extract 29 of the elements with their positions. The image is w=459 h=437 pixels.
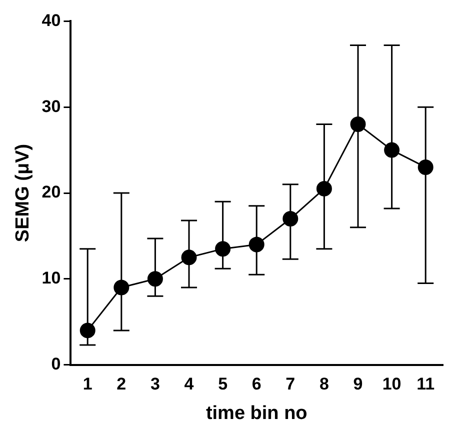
point [282,211,298,227]
point [350,116,366,132]
x-axis-title: time bin no [206,402,308,424]
y-tick-label: 20 [42,182,61,202]
point [114,280,130,296]
x-tick-label: 2 [116,374,126,394]
point [316,180,332,196]
y-tick-label: 10 [42,268,61,288]
point [418,159,434,175]
point [80,322,96,338]
x-tick-label: 5 [218,374,228,394]
x-tick-label: 3 [150,374,160,394]
y-tick-label: 0 [51,354,61,374]
point [147,271,163,287]
y-axis-title: SEMG (μV) [12,144,34,242]
x-tick-label: 6 [252,374,262,394]
point [181,250,197,266]
y-tick-label: 40 [42,10,61,30]
x-tick-label: 7 [286,374,296,394]
x-tick-label: 1 [82,374,92,394]
point [215,241,231,257]
x-tick-label: 10 [382,374,402,394]
y-tick-label: 30 [42,96,61,116]
x-tick-label: 11 [416,374,435,394]
x-tick-label: 8 [319,374,329,394]
x-tick-label: 4 [184,374,194,394]
point [384,142,400,158]
x-tick-label: 9 [353,374,363,394]
point [248,236,264,252]
